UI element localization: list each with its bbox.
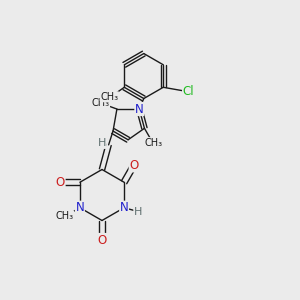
Text: H: H bbox=[134, 207, 142, 217]
Text: O: O bbox=[98, 233, 106, 247]
Text: O: O bbox=[129, 159, 139, 172]
Text: O: O bbox=[56, 176, 65, 189]
Text: H: H bbox=[98, 138, 106, 148]
Text: N: N bbox=[135, 103, 144, 116]
Text: CH₃: CH₃ bbox=[100, 92, 118, 102]
Text: CH₃: CH₃ bbox=[92, 98, 110, 108]
Text: N: N bbox=[76, 201, 84, 214]
Text: Cl: Cl bbox=[183, 85, 194, 98]
Text: CH₃: CH₃ bbox=[145, 138, 163, 148]
Text: CH₃: CH₃ bbox=[56, 211, 74, 221]
Text: N: N bbox=[120, 201, 128, 214]
